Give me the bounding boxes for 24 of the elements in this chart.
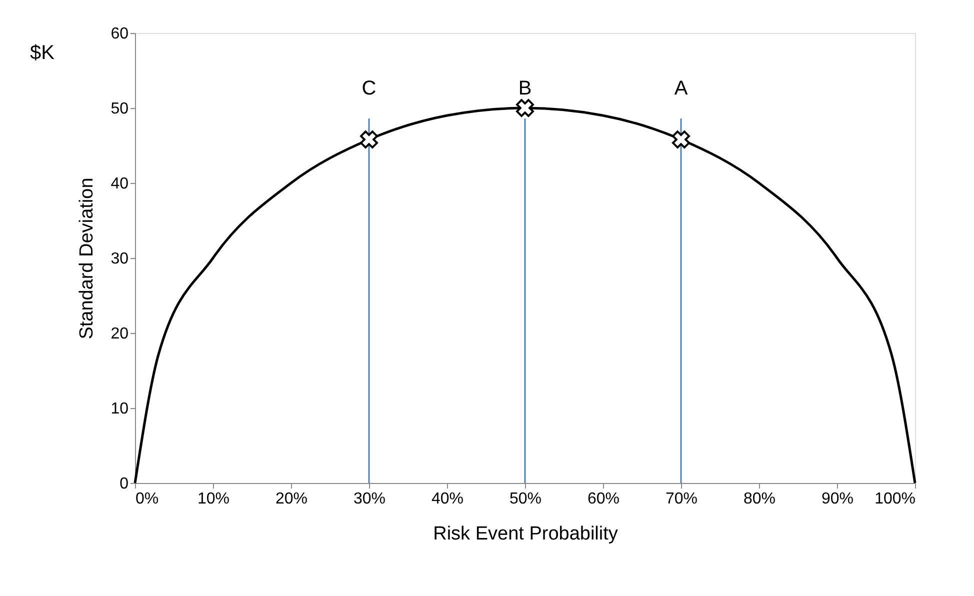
y-tick-label: 60 <box>110 26 129 42</box>
x-tick-label: 40% <box>431 490 464 508</box>
x-tick-label: 80% <box>743 490 776 508</box>
x-axis-title: Risk Event Probability <box>433 524 618 544</box>
x-tick-label: 0% <box>136 490 159 508</box>
text: $K <box>30 42 56 64</box>
x-tick-label: 50% <box>509 490 542 508</box>
x-tick-label: 30% <box>353 490 386 508</box>
ref-line-label: C <box>362 77 376 100</box>
x-tick-label: 70% <box>665 490 698 508</box>
x-tick-label: 10% <box>197 490 230 508</box>
x-tick-label: 90% <box>821 490 854 508</box>
x-tick-label: 100% <box>874 490 916 508</box>
x-tick-label: 20% <box>275 490 308 508</box>
ref-line-label: A <box>674 77 688 100</box>
y-tick-label: 0 <box>120 476 129 492</box>
y-tick-label: 20 <box>110 326 129 342</box>
y-tick-label: 40 <box>110 176 129 192</box>
y-axis-title: Standard Deviation <box>76 178 98 340</box>
y-tick-label: 30 <box>110 250 129 268</box>
y-tick-label: 10 <box>110 400 129 418</box>
x-tick-label: 60% <box>587 490 620 508</box>
y-tick-label: 50 <box>110 100 129 118</box>
ref-line-label: B <box>518 77 532 100</box>
